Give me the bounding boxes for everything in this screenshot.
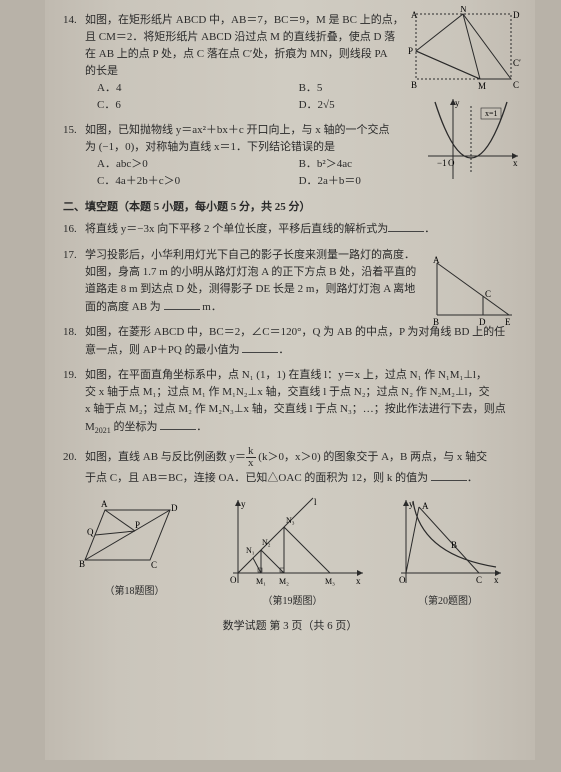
q20-num: 20.	[63, 449, 85, 466]
q20-fig-caption: （第20题图）	[391, 592, 506, 607]
q19-figure: y l N₁ N₂ N₃ O M₁ M₂ M₃ x （第19题图）	[218, 495, 368, 607]
q15-optA: A．abc＞0	[97, 156, 299, 173]
q20-blank	[431, 469, 467, 481]
svg-text:O: O	[448, 158, 455, 168]
svg-text:A: A	[433, 255, 440, 265]
q19-blank	[160, 418, 196, 430]
svg-text:x: x	[513, 158, 518, 168]
q17-blank	[164, 298, 200, 310]
svg-text:C: C	[476, 575, 482, 585]
q14-optA: A．4	[97, 80, 299, 97]
question-20: 20.如图，直线 AB 与反比例函数 y＝kx (k＞0，x＞0) 的图象交于 …	[63, 446, 517, 487]
exam-page: 14.如图，在矩形纸片 ABCD 中，AB＝7，BC＝9，M 是 BC 上的点，…	[45, 0, 535, 760]
svg-text:A: A	[101, 499, 108, 509]
q17-num: 17.	[63, 247, 85, 264]
svg-text:C′: C′	[513, 58, 521, 68]
svg-text:N₁: N₁	[246, 546, 255, 555]
svg-text:M₃: M₃	[325, 577, 335, 586]
question-18: 18.如图，在菱形 ABCD 中，BC＝2，∠C＝120°，Q 为 AB 的中点…	[63, 324, 517, 359]
q19-line3: x 轴于点 M₂；过点 M₂ 作 M₂N₃⊥x 轴，交直线 l 于点 N₃；…；…	[63, 401, 517, 418]
section-2-header: 二、填空题（本题 5 小题，每小题 5 分，共 25 分）	[63, 198, 517, 214]
q19-fig-caption: （第19题图）	[218, 592, 368, 607]
svg-text:O: O	[399, 575, 406, 585]
page-footer: 数学试题 第 3 页（共 6 页）	[63, 617, 517, 633]
svg-text:N₂: N₂	[262, 538, 271, 547]
svg-text:y: y	[455, 98, 460, 108]
svg-text:x: x	[356, 576, 361, 586]
svg-text:D: D	[171, 503, 178, 513]
svg-text:x=1: x=1	[485, 109, 498, 118]
bottom-figure-row: A D Q P B C （第18题图）	[63, 495, 517, 607]
q18-blank	[242, 341, 278, 353]
question-16: 16.将直线 y＝−3x 向下平移 2 个单位长度，平移后直线的解析式为．	[63, 220, 517, 238]
q14-figure: A N D P C′ B M C	[408, 6, 523, 91]
q14-num: 14.	[63, 12, 85, 29]
svg-text:M: M	[478, 81, 486, 91]
question-17: 17.学习投影后，小华利用灯光下自己的影子长度来测量一路灯的高度． 如图，身高 …	[63, 247, 517, 316]
svg-text:Q: Q	[87, 527, 94, 537]
question-19: 19.如图，在平面直角坐标系中，点 N₁ (1，1) 在直线 l：y＝x 上，过…	[63, 367, 517, 438]
q15-num: 15.	[63, 122, 85, 139]
svg-text:B: B	[79, 559, 85, 569]
q16-blank	[388, 220, 424, 232]
svg-text:A: A	[422, 501, 429, 511]
svg-text:N₃: N₃	[286, 516, 295, 525]
q20-line1: 20.如图，直线 AB 与反比例函数 y＝kx (k＞0，x＞0) 的图象交于 …	[63, 446, 517, 469]
q20-line2: 于点 C，且 AB＝BC，连接 OA．已知△OAC 的面积为 12，则 k 的值…	[63, 469, 517, 487]
question-15: 15.如图，已知抛物线 y＝ax²＋bx＋c 开口向上，与 x 轴的一个交点 为…	[63, 122, 517, 190]
svg-text:D: D	[513, 10, 520, 20]
svg-text:O: O	[230, 575, 237, 585]
svg-text:C: C	[151, 560, 157, 570]
q20-figure: y A B O C x （第20题图）	[391, 495, 506, 607]
q15-optC: C．4a＋2b＋c＞0	[97, 173, 299, 190]
svg-text:x: x	[494, 575, 499, 585]
svg-text:A: A	[411, 10, 418, 20]
q16-text: 将直线 y＝−3x 向下平移 2 个单位长度，平移后直线的解析式为	[85, 223, 388, 235]
svg-text:B: B	[451, 540, 457, 550]
q18-line1: 18.如图，在菱形 ABCD 中，BC＝2，∠C＝120°，Q 为 AB 的中点…	[63, 324, 517, 341]
svg-text:l: l	[314, 497, 317, 507]
q19-line4: M2021 的坐标为 ．	[63, 418, 517, 438]
q19-line2: 交 x 轴于点 M₁；过点 M₁ 作 M₁N₂⊥x 轴，交直线 l 于点 N₂；…	[63, 384, 517, 401]
svg-text:C: C	[513, 80, 519, 90]
svg-text:M₁: M₁	[256, 577, 266, 586]
q17-figure: A C B D E	[427, 255, 517, 325]
svg-text:P: P	[135, 520, 140, 530]
q18-num: 18.	[63, 324, 85, 341]
svg-text:−1: −1	[437, 158, 447, 168]
svg-text:y: y	[409, 499, 414, 509]
q14-optC: C．6	[97, 97, 299, 114]
svg-text:P: P	[408, 46, 413, 56]
svg-text:M₂: M₂	[279, 577, 289, 586]
q16-num: 16.	[63, 221, 85, 238]
svg-text:N: N	[460, 6, 467, 14]
q18-fig-caption: （第18题图）	[75, 582, 195, 597]
q18-line2: 意一点，则 AP＋PQ 的最小值为 ．	[63, 341, 517, 359]
q19-line1: 19.如图，在平面直角坐标系中，点 N₁ (1，1) 在直线 l：y＝x 上，过…	[63, 367, 517, 384]
q19-num: 19.	[63, 367, 85, 384]
q18-figure: A D Q P B C （第18题图）	[75, 495, 195, 607]
svg-text:C: C	[485, 289, 491, 299]
svg-text:B: B	[411, 80, 417, 90]
q15-figure: y x −1 O x=1	[423, 94, 523, 184]
svg-text:y: y	[241, 499, 246, 509]
